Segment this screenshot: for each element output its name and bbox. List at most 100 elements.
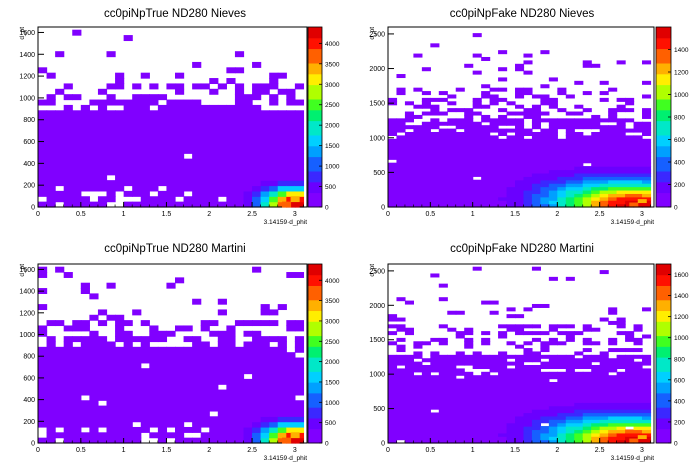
heatmap-bin: [472, 378, 482, 383]
heatmap-bin: [591, 429, 601, 434]
heatmap-bin: [642, 392, 652, 397]
heatmap-bin: [97, 142, 108, 149]
color-tick-label: 1000: [325, 400, 340, 407]
heatmap-bin: [498, 196, 508, 201]
heatmap-bin: [396, 317, 406, 322]
color-bar-segment: [656, 41, 671, 46]
heatmap-bin: [438, 283, 448, 288]
heatmap-bin: [489, 381, 499, 386]
color-bar-segment: [308, 281, 322, 286]
heatmap-bin: [192, 400, 202, 407]
heatmap-bin: [80, 389, 90, 396]
heatmap-bin: [115, 131, 125, 138]
color-bar-segment: [308, 41, 322, 46]
color-tick-label: 1500: [325, 379, 340, 386]
heatmap-bin: [63, 110, 73, 117]
heatmap-bin: [548, 196, 558, 201]
heatmap-bin: [217, 190, 227, 197]
heatmap-bin: [72, 325, 82, 332]
heatmap-bin: [140, 400, 150, 407]
heatmap-bin: [72, 400, 82, 407]
heatmap-bin: [106, 346, 116, 353]
heatmap-bin: [421, 142, 431, 147]
heatmap-bin: [531, 162, 542, 167]
heatmap-bin: [625, 166, 635, 171]
heatmap-bin: [455, 415, 465, 420]
heatmap-bin: [438, 162, 448, 167]
heatmap-bin: [531, 186, 542, 191]
heatmap-bin: [574, 176, 584, 181]
heatmap-bin: [38, 180, 48, 187]
heatmap-bin: [277, 121, 287, 128]
heatmap-bin: [591, 385, 601, 390]
heatmap-bin: [243, 330, 253, 337]
heatmap-bin: [175, 147, 185, 154]
color-bar-segment: [308, 274, 322, 279]
heatmap-bin: [38, 378, 48, 385]
heatmap-bin: [260, 174, 270, 181]
heatmap-bin: [396, 138, 406, 143]
heatmap-bin: [89, 416, 99, 423]
heatmap-bin: [243, 389, 253, 396]
heatmap-bin: [548, 145, 558, 150]
heatmap-bin: [625, 183, 635, 188]
color-tick-label: 1400: [674, 293, 689, 300]
heatmap-bin: [438, 361, 448, 366]
heatmap-bin: [557, 385, 567, 390]
heatmap-bin: [498, 121, 508, 126]
heatmap-bin: [531, 439, 542, 444]
heatmap-bin: [396, 429, 406, 434]
heatmap-bin: [243, 137, 253, 144]
y-tick-label: 1000: [19, 332, 35, 339]
heatmap-bin: [277, 416, 287, 423]
heatmap-bin: [413, 131, 423, 136]
color-bar-segment: [656, 95, 671, 100]
heatmap-bin: [46, 389, 56, 396]
heatmap-bin: [97, 169, 108, 176]
heatmap-bin: [625, 138, 635, 143]
heatmap-bin: [421, 429, 431, 434]
heatmap-bin: [404, 378, 414, 383]
color-bar-segment: [656, 296, 671, 301]
heatmap-bin: [557, 176, 567, 181]
heatmap-bin: [464, 331, 474, 336]
heatmap-bin: [55, 196, 65, 203]
heatmap-bin: [625, 186, 635, 191]
heatmap-bin: [455, 186, 465, 191]
color-bar-segment: [656, 73, 671, 78]
heatmap-bin: [642, 138, 652, 143]
heatmap-bin: [252, 373, 262, 380]
heatmap-bin: [175, 121, 185, 128]
heatmap-bin: [183, 121, 193, 128]
heatmap-bin: [243, 357, 253, 364]
heatmap-bin: [599, 368, 609, 373]
heatmap-bin: [396, 142, 406, 147]
heatmap-bin: [252, 180, 262, 187]
color-bar-segment: [308, 385, 322, 390]
heatmap-bin: [616, 186, 626, 191]
heatmap-bin: [157, 180, 168, 187]
heatmap-bin: [217, 180, 227, 187]
heatmap-bin: [540, 388, 550, 393]
heatmap-bin: [63, 410, 73, 417]
heatmap-bin: [63, 115, 73, 122]
heatmap-bin: [46, 196, 56, 203]
heatmap-bin: [548, 203, 558, 208]
heatmap-bin: [523, 368, 533, 373]
heatmap-bin: [123, 126, 133, 133]
heatmap-bin: [455, 162, 465, 167]
heatmap-bin: [55, 416, 65, 423]
heatmap-bin: [388, 200, 398, 205]
x-tick-label: 0: [386, 447, 390, 454]
heatmap-bin: [106, 115, 116, 122]
heatmap-bin: [209, 400, 219, 407]
heatmap-bin: [260, 169, 270, 176]
heatmap-bin: [123, 346, 133, 353]
heatmap-bin: [260, 126, 270, 133]
heatmap-bin: [616, 108, 626, 113]
heatmap-bin: [72, 426, 82, 433]
heatmap-bin: [269, 426, 279, 433]
heatmap-bin: [540, 196, 550, 201]
heatmap-bin: [616, 159, 626, 164]
